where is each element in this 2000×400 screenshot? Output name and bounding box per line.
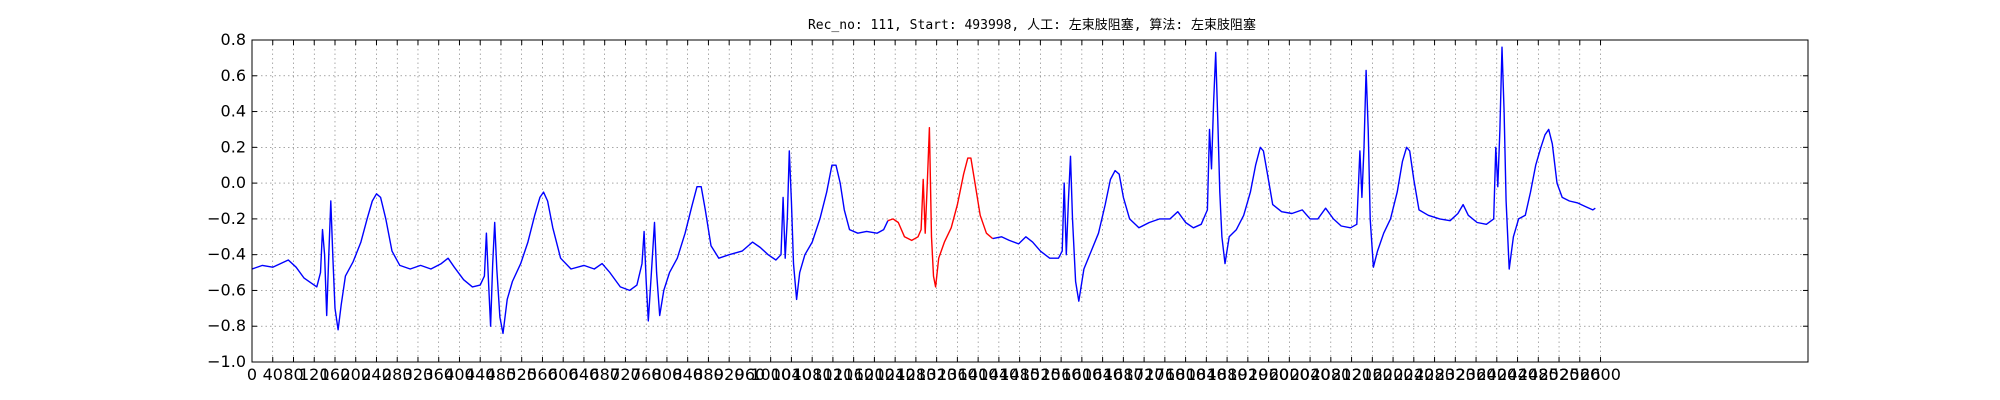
y-tick-label: −1.0 bbox=[207, 352, 246, 371]
x-tick-label: 720 bbox=[610, 365, 641, 384]
x-tick-label: 1480 bbox=[999, 365, 1040, 384]
x-tick-label: 1760 bbox=[1144, 365, 1185, 384]
x-tick-label: 400 bbox=[444, 365, 475, 384]
x-tick-label: 2560 bbox=[1559, 365, 1600, 384]
x-tick-label: 1720 bbox=[1124, 365, 1165, 384]
ecg-series bbox=[251, 46, 1596, 335]
y-tick-label: −0.8 bbox=[207, 316, 246, 335]
chart-title: Rec_no: 111, Start: 493998, 人工: 左束肢阻塞, 算… bbox=[808, 17, 1256, 33]
x-tick-label: 920 bbox=[714, 365, 745, 384]
x-tick-label: 760 bbox=[631, 365, 662, 384]
x-tick-label: 2400 bbox=[1476, 365, 1517, 384]
x-tick-label: 1000 bbox=[750, 365, 791, 384]
x-tick-label: 1800 bbox=[1165, 365, 1206, 384]
x-tick-label: 0 bbox=[247, 365, 257, 384]
y-tick-label: −0.4 bbox=[207, 245, 246, 264]
x-axis: 0 40 8012016020024028032036040044048052056… bbox=[247, 40, 1621, 384]
x-tick-label: 160 bbox=[320, 365, 351, 384]
ecg-trace-highlight bbox=[887, 126, 994, 288]
x-tick-label: 2080 bbox=[1310, 365, 1351, 384]
x-tick-label: 680 bbox=[589, 365, 620, 384]
x-tick-label: 240 bbox=[361, 365, 392, 384]
x-tick-label: 320 bbox=[403, 365, 434, 384]
x-tick-label: 480 bbox=[486, 365, 517, 384]
y-tick-label: 0.6 bbox=[221, 66, 246, 85]
x-tick-label: 2160 bbox=[1352, 365, 1393, 384]
x-tick-label: 880 bbox=[693, 365, 724, 384]
x-tick-label: 1080 bbox=[792, 365, 833, 384]
y-tick-label: 0.0 bbox=[221, 173, 246, 192]
x-tick-label: 840 bbox=[672, 365, 703, 384]
x-tick-label: 1680 bbox=[1103, 365, 1144, 384]
x-tick-label: 1440 bbox=[979, 365, 1020, 384]
x-tick-label: 1120 bbox=[813, 365, 854, 384]
x-tick-label: 360 bbox=[423, 365, 454, 384]
x-tick-label: 560 bbox=[527, 365, 558, 384]
plot-frame bbox=[251, 39, 1809, 363]
y-tick-label: −0.6 bbox=[207, 280, 246, 299]
x-tick-label: 960 bbox=[735, 365, 766, 384]
x-tick-label: 40 bbox=[263, 365, 283, 384]
x-tick-label: 2480 bbox=[1518, 365, 1559, 384]
x-tick-label: 2600 bbox=[1580, 365, 1621, 384]
x-tick-label: 1640 bbox=[1082, 365, 1123, 384]
x-tick-label: 1880 bbox=[1207, 365, 1248, 384]
x-tick-label: 2040 bbox=[1290, 365, 1331, 384]
x-tick-label: 1840 bbox=[1186, 365, 1227, 384]
x-tick-label: 1560 bbox=[1041, 365, 1082, 384]
x-tick-label: 1520 bbox=[1020, 365, 1061, 384]
x-tick-label: 2520 bbox=[1539, 365, 1580, 384]
x-tick-label: 1240 bbox=[875, 365, 916, 384]
x-tick-label: 1400 bbox=[958, 365, 999, 384]
ecg-trace-after bbox=[992, 46, 1596, 302]
grid-lines bbox=[252, 40, 1808, 362]
y-tick-label: −0.2 bbox=[207, 209, 246, 228]
x-tick-label: 2320 bbox=[1435, 365, 1476, 384]
x-tick-label: 2440 bbox=[1497, 365, 1538, 384]
y-tick-label: 0.2 bbox=[221, 137, 246, 156]
x-tick-label: 1040 bbox=[771, 365, 812, 384]
x-tick-label: 440 bbox=[465, 365, 496, 384]
ecg-trace-before bbox=[251, 150, 889, 335]
y-tick-label: 0.8 bbox=[221, 30, 246, 49]
x-tick-label: 1320 bbox=[916, 365, 957, 384]
x-tick-label: 2120 bbox=[1331, 365, 1372, 384]
x-tick-label: 1600 bbox=[1062, 365, 1103, 384]
x-tick-label: 600 bbox=[548, 365, 579, 384]
x-tick-label: 120 bbox=[299, 365, 330, 384]
x-tick-label: 1360 bbox=[937, 365, 978, 384]
x-tick-label: 2000 bbox=[1269, 365, 1310, 384]
y-axis: −1.0 −0.8 −0.6 −0.4 −0.2 0.0 0.2 0.4 0.6 0.8 bbox=[207, 30, 1808, 371]
x-tick-label: 2360 bbox=[1456, 365, 1497, 384]
x-tick-label: 640 bbox=[569, 365, 600, 384]
x-tick-label: 1920 bbox=[1227, 365, 1268, 384]
x-tick-label: 80 bbox=[283, 365, 303, 384]
x-tick-label: 280 bbox=[382, 365, 413, 384]
x-tick-label: 520 bbox=[506, 365, 537, 384]
x-tick-label: 800 bbox=[652, 365, 683, 384]
x-tick-label: 200 bbox=[340, 365, 371, 384]
x-tick-label: 1280 bbox=[896, 365, 937, 384]
x-tick-label: 2240 bbox=[1393, 365, 1434, 384]
x-tick-label: 1160 bbox=[833, 365, 874, 384]
x-tick-label: 1200 bbox=[854, 365, 895, 384]
y-tick-label: 0.4 bbox=[221, 102, 246, 121]
x-tick-label: 1960 bbox=[1248, 365, 1289, 384]
x-tick-label: 2280 bbox=[1414, 365, 1455, 384]
x-tick-label: 2200 bbox=[1373, 365, 1414, 384]
